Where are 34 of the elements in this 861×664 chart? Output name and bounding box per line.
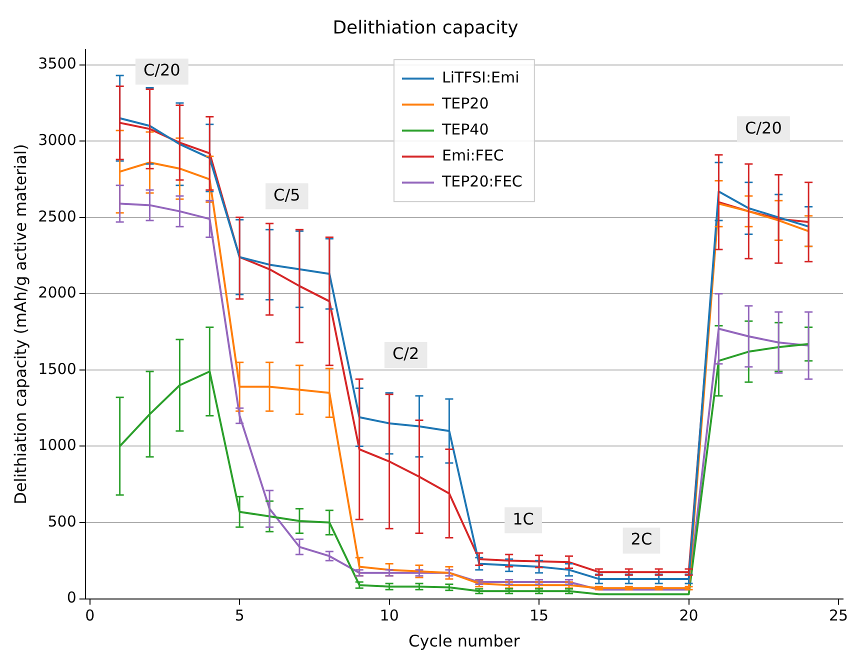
legend-label: TEP20:FEC (440, 172, 522, 190)
x-tick-label: 5 (234, 606, 244, 625)
y-tick-label: 3000 (38, 131, 76, 150)
annotation: 2C (630, 530, 652, 549)
annotation: C/2 (392, 344, 420, 364)
x-tick-label: 20 (679, 606, 698, 625)
legend-label: TEP20 (440, 94, 489, 112)
legend-label: Emi:FEC (442, 146, 504, 164)
y-tick-label: 3500 (38, 54, 76, 73)
y-tick-label: 1500 (38, 360, 76, 378)
point (594, 568, 604, 576)
annotation: C/20 (143, 60, 180, 80)
annotation: C/20 (744, 118, 782, 138)
legend-label: TEP40 (440, 120, 489, 138)
annotation: 1C (512, 509, 534, 528)
y-tick-label: 500 (48, 512, 76, 530)
chart-title: Delithiation capacity (332, 17, 519, 38)
point (654, 568, 664, 576)
point (684, 568, 694, 576)
y-tick-label: 0 (66, 588, 76, 607)
y-axis-title: Delithiation capacity (mAh/g active material) (10, 144, 30, 504)
annotation: C/5 (274, 185, 300, 204)
x-tick-label: 25 (828, 606, 848, 625)
y-tick-label: 2500 (38, 207, 76, 226)
x-tick-label: 10 (380, 606, 399, 625)
point (414, 569, 424, 577)
x-tick-label: 0 (85, 606, 95, 625)
legend-label: LiTFSI:Emi (442, 68, 520, 86)
x-tick-label: 15 (530, 606, 549, 625)
y-tick-label: 2000 (38, 284, 76, 302)
y-tick-label: 1000 (38, 436, 76, 454)
x-axis-title: Cycle number (408, 632, 520, 651)
point (384, 569, 394, 577)
point (624, 568, 634, 576)
